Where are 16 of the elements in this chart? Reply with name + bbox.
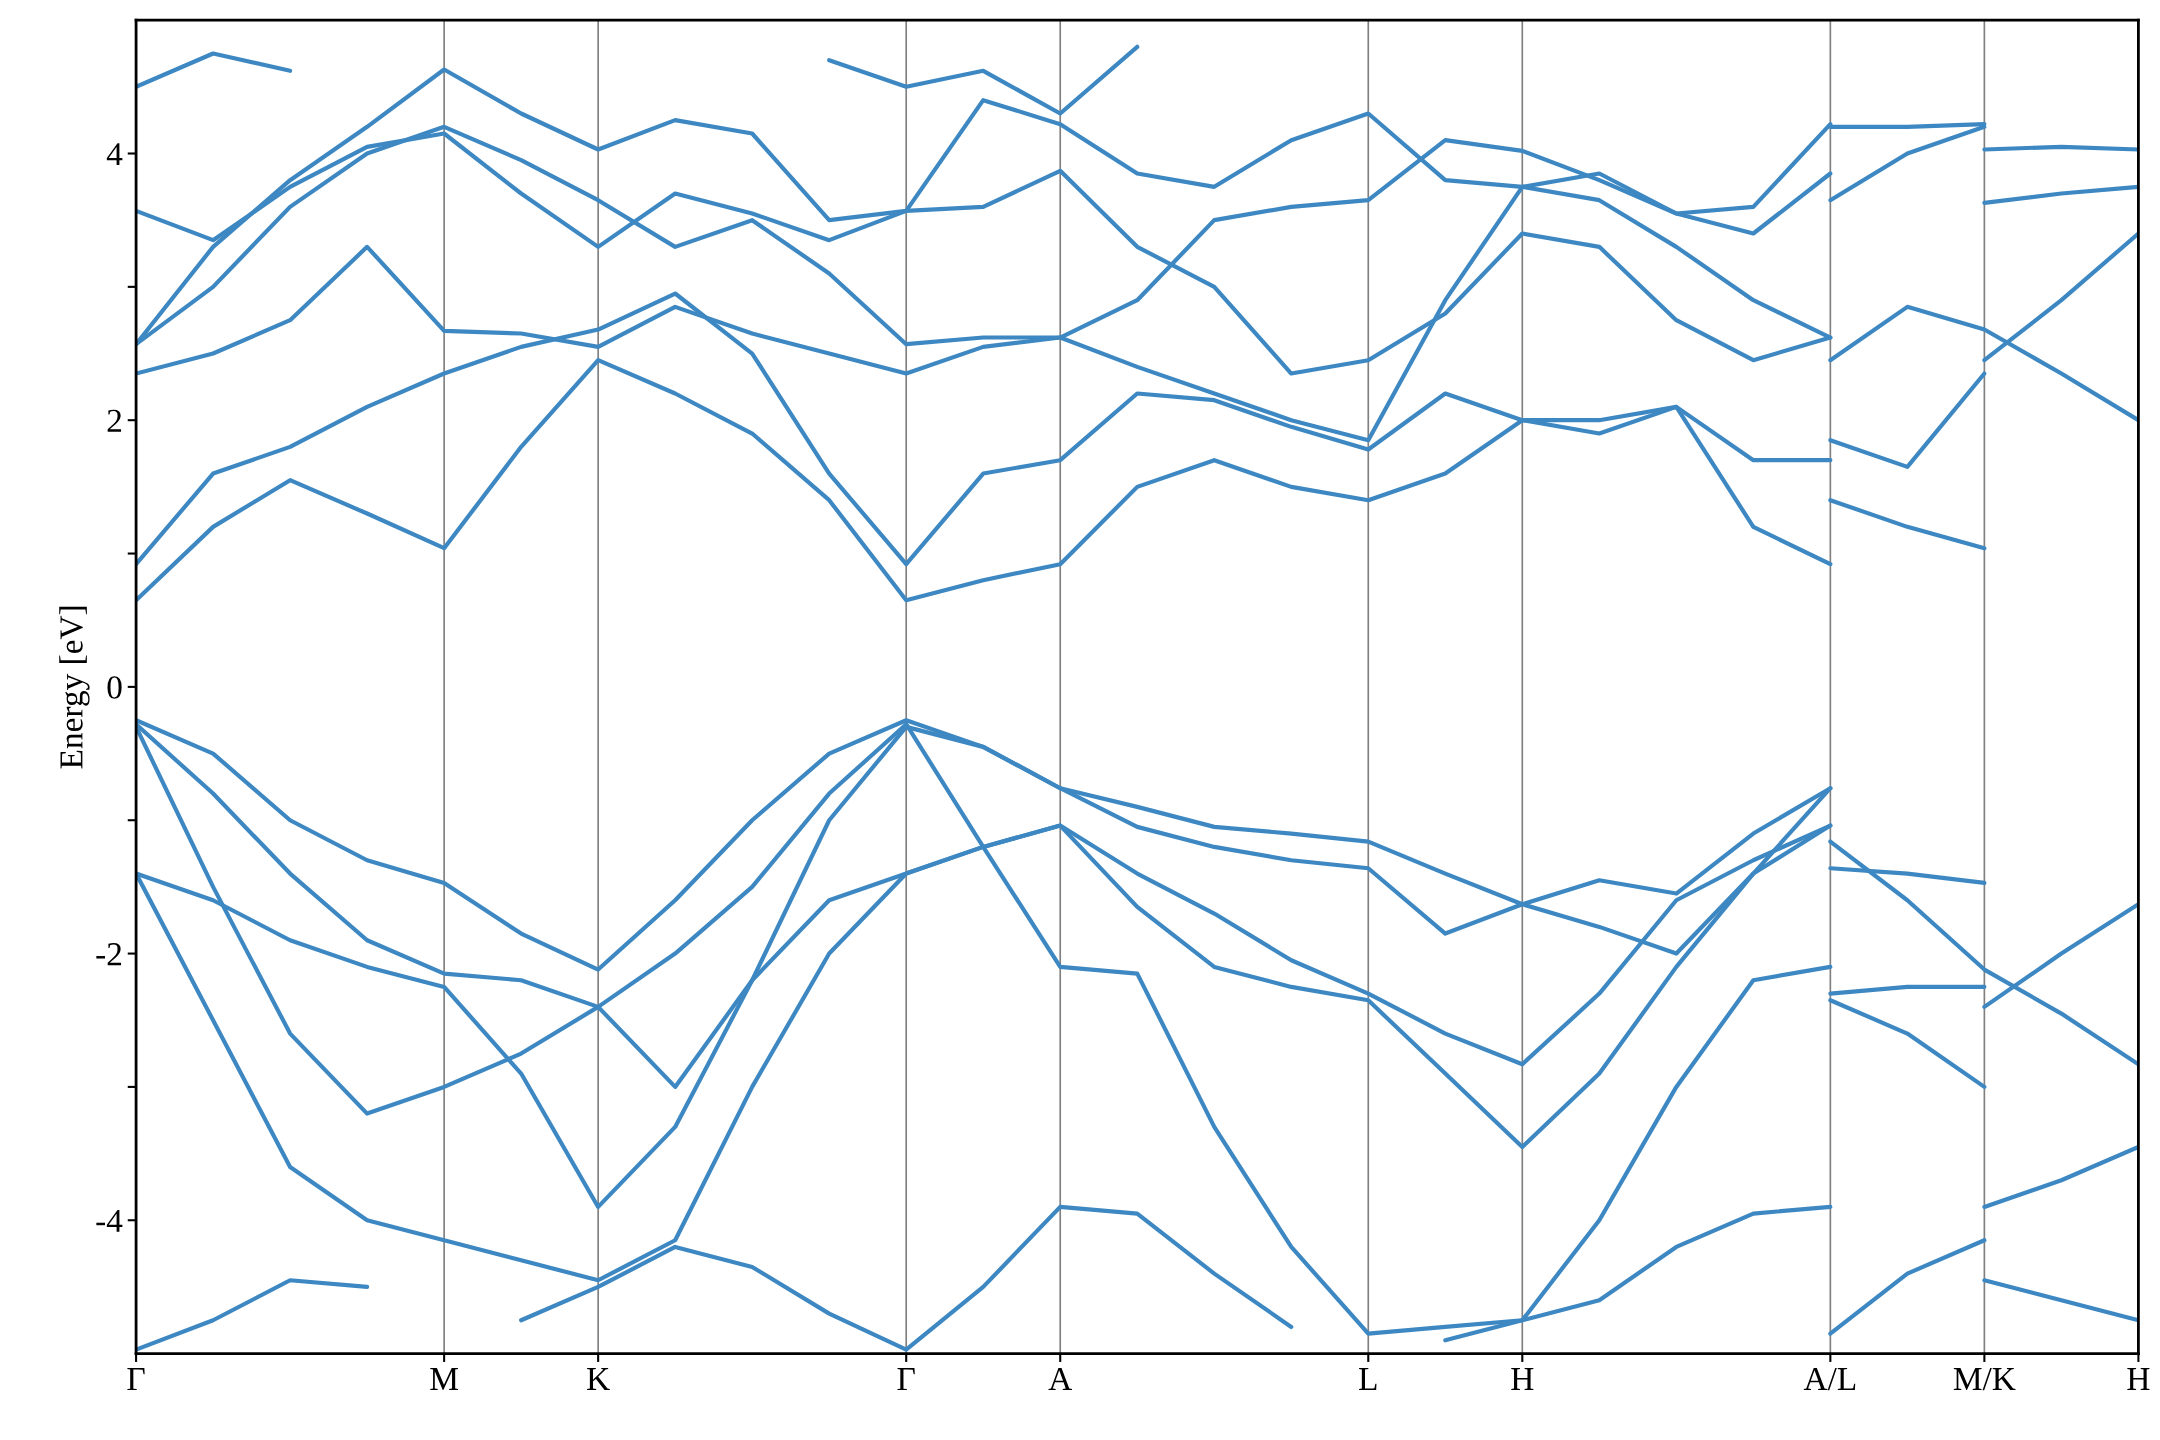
y-tick-label: 4 (106, 143, 123, 166)
x-tick-label: L (1359, 1368, 1377, 1390)
x-tick-label: M (430, 1368, 458, 1390)
x-tick-label: M/K (1953, 1367, 2016, 1391)
x-tick-label: Γ (897, 1368, 915, 1390)
y-tick-label: -4 (96, 1209, 123, 1232)
x-tick-label: K (587, 1368, 610, 1390)
x-tick-label: Γ (127, 1368, 145, 1390)
y-tick-label: 0 (107, 676, 122, 699)
x-tick-label: H (1511, 1368, 1534, 1390)
x-tick-label: A (1048, 1367, 1073, 1390)
y-axis-title: Energy [eV] (59, 606, 90, 769)
y-tick-label: -2 (96, 943, 122, 966)
x-tick-label: H (2127, 1368, 2150, 1390)
y-tick-label: 2 (107, 409, 122, 432)
x-tick-label: A/L (1803, 1367, 1856, 1391)
